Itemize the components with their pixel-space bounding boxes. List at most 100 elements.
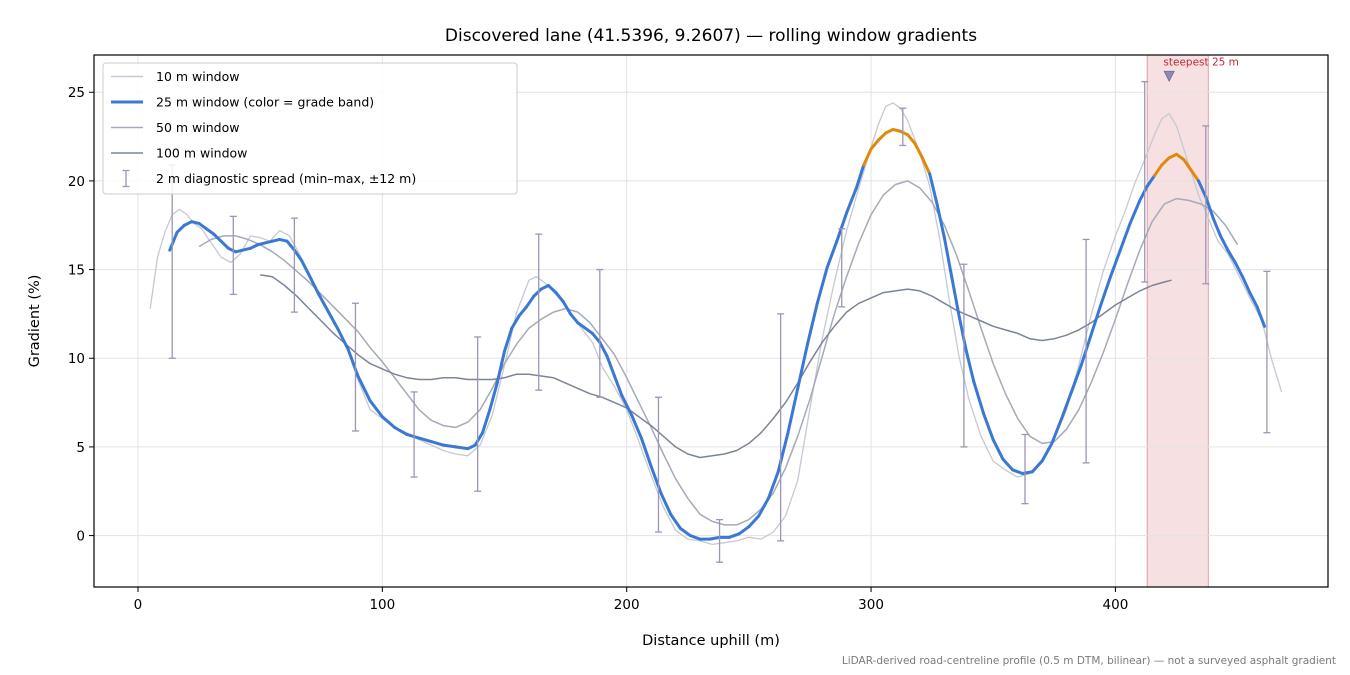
series-25m-segment <box>554 291 565 303</box>
y-tick-label: 5 <box>76 440 85 456</box>
legend-label: 25 m window (color = grade band) <box>156 95 374 110</box>
series-25m-segment <box>1255 305 1266 328</box>
series-25m-segment <box>204 227 216 236</box>
chart-title: Discovered lane (41.5396, 9.2607) — roll… <box>445 26 977 46</box>
highlight-band <box>1146 54 1209 588</box>
series-25m-segment <box>583 326 594 335</box>
series-25m-segment <box>957 314 968 353</box>
series-25m-segment <box>1099 275 1113 307</box>
steepest-window-highlight <box>1146 54 1209 588</box>
series-25m-segment <box>598 340 609 358</box>
series-25m-segment <box>786 386 800 435</box>
series-25m-segment <box>510 314 521 330</box>
series-25m-segment <box>212 232 223 243</box>
x-tick-label: 0 <box>134 597 143 613</box>
series-25m-segment <box>727 532 741 539</box>
series-25m-segment <box>454 445 470 451</box>
series-25m-segment <box>1011 468 1025 476</box>
series-25m-segment <box>845 186 858 215</box>
series-25m-segment <box>317 292 331 314</box>
y-tick-label: 25 <box>68 85 85 101</box>
series-25m-segment <box>639 436 653 468</box>
legend: 10 m window 25 m window (color = grade ba… <box>102 62 518 195</box>
series-25m-segment <box>1160 156 1171 167</box>
series-25m-segment <box>368 399 384 419</box>
series-25m-segment <box>869 138 880 151</box>
series-25m-segment <box>1040 441 1054 463</box>
series-25m-segment <box>1021 470 1034 476</box>
legend-label: 2 m diagnostic spread (min–max, ±12 m) <box>156 171 416 186</box>
series-25m-segment <box>488 381 499 412</box>
series-25m-segment <box>815 266 829 305</box>
footnote: LiDAR-derived road-centreline profile (0… <box>842 655 1336 667</box>
series-25m-segment <box>1240 275 1252 295</box>
series-100m-line <box>260 274 1172 459</box>
series-25m-segment <box>1211 216 1222 238</box>
series-25m-segment <box>935 202 946 240</box>
series-25m-segment <box>503 326 514 353</box>
series-25m-segment <box>1145 174 1157 188</box>
series-25m-segment <box>766 470 780 500</box>
series-25m-segment <box>620 393 634 417</box>
series-25m-segment <box>307 273 321 296</box>
plot-frame <box>93 54 1329 588</box>
series-50m-line <box>198 180 1239 526</box>
series-25m-segment <box>1182 158 1193 172</box>
x-tick-label: 400 <box>1103 597 1129 613</box>
series-25m-segment <box>568 312 580 325</box>
series-25m-segment <box>495 349 507 385</box>
series-25m-segment <box>806 301 819 346</box>
series-25m-segment <box>1138 184 1149 202</box>
series-25m-segment <box>481 408 492 435</box>
series-25m-segment <box>292 248 304 263</box>
series-25m-segment <box>197 221 208 231</box>
series-25m-segment <box>525 294 536 309</box>
series-25m-segment <box>356 374 372 403</box>
series-25m-segment <box>876 131 888 142</box>
series-25m-segment <box>1226 248 1237 264</box>
series-25m-segment <box>1233 260 1244 279</box>
series-25m-segment <box>972 379 985 415</box>
y-tick-label: 15 <box>68 263 85 279</box>
series-25m-segment <box>441 443 458 449</box>
x-tick-label: 300 <box>858 597 884 613</box>
series-25m-segment <box>300 259 311 277</box>
series-25m-segment <box>1204 195 1215 220</box>
series-25m-segment <box>417 436 433 444</box>
series-25m-segment <box>737 525 751 536</box>
legend-label: 10 m window <box>156 69 239 84</box>
series-25m-segment <box>561 299 572 316</box>
series-25m-segment <box>346 347 360 378</box>
series-25m-segment <box>1189 168 1200 183</box>
series-25m-segment <box>1218 234 1230 252</box>
annotations: steepest 25 m <box>1163 56 1239 83</box>
diagnostic-spread-errorbars <box>168 80 1271 563</box>
series-25m-segment <box>1109 248 1122 279</box>
series-25m-segment <box>991 438 1005 461</box>
series-25m-segment <box>825 239 839 270</box>
series-25m-segment <box>776 431 790 474</box>
series-25m-segment <box>1174 152 1186 162</box>
series-25m-segment <box>605 354 616 378</box>
series-25m-segment <box>380 415 397 429</box>
series-25m-segment <box>630 413 643 440</box>
series-25m-segment <box>1060 390 1073 421</box>
series-25m-segment <box>285 239 296 252</box>
series-25m-segment <box>576 321 587 330</box>
series-25m-segment <box>678 526 692 538</box>
series-25m-segment <box>796 342 810 390</box>
series-25m-segment <box>1196 179 1208 199</box>
series-25m-segment <box>1248 291 1259 309</box>
series-25m-segment <box>612 374 624 397</box>
steepest-marker <box>1163 70 1175 83</box>
series-25m-segment <box>336 328 350 351</box>
series-25m-segment <box>862 147 873 167</box>
y-axis-label: Gradient (%) <box>27 275 43 368</box>
series-25m-segment <box>393 425 409 436</box>
series-25m-segment <box>906 133 917 146</box>
series-25m-segment <box>168 230 179 252</box>
series-25m-segment <box>913 142 924 160</box>
x-tick-label: 100 <box>369 597 395 613</box>
series-25m-segment <box>532 287 543 298</box>
